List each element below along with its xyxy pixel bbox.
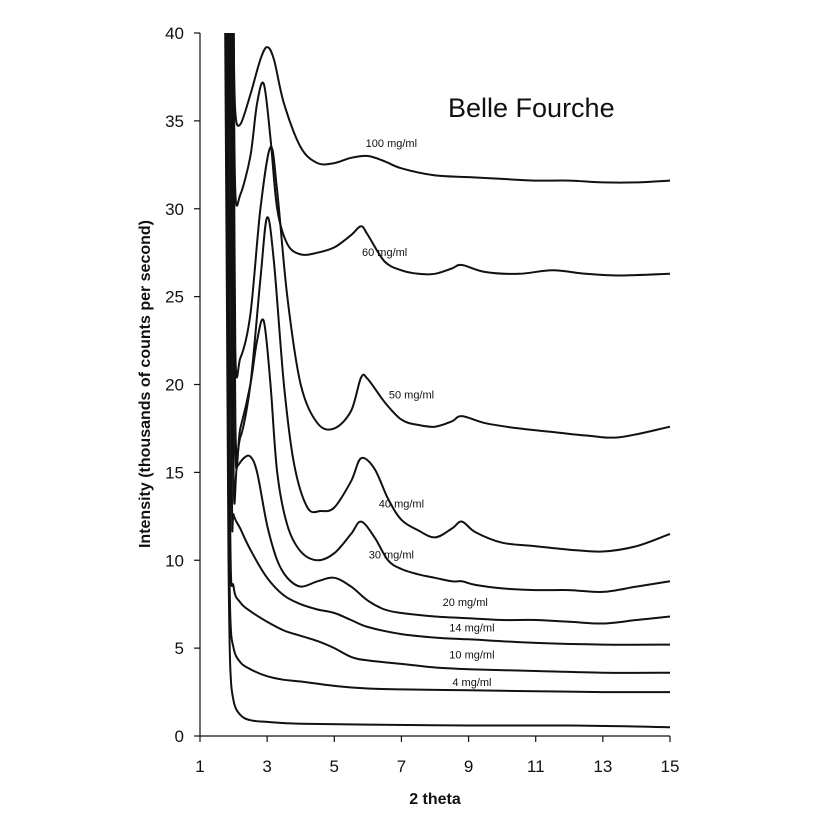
series-line bbox=[230, 32, 671, 625]
y-tick-label: 5 bbox=[175, 639, 184, 658]
x-tick-label: 13 bbox=[593, 757, 612, 776]
y-tick-label: 20 bbox=[165, 376, 184, 395]
curve-label-group: 100 mg/ml 60 mg/ml 50 mg/ml 40 mg/ml 30 mg/m… bbox=[362, 138, 495, 689]
curve-group bbox=[224, 32, 671, 729]
x-tick-label: 3 bbox=[262, 757, 271, 776]
x-tick-label: 11 bbox=[527, 757, 545, 776]
y-tick-label: 30 bbox=[165, 200, 184, 219]
series-line bbox=[225, 32, 671, 694]
y-tick-label: 0 bbox=[175, 727, 184, 746]
y-tick-label: 15 bbox=[165, 463, 184, 482]
curve-label: 100 mg/ml bbox=[366, 138, 417, 150]
x-tick-label: 15 bbox=[661, 757, 680, 776]
series-line bbox=[232, 32, 671, 553]
curve-label: 50 mg/ml bbox=[389, 390, 434, 402]
x-tick-label: 7 bbox=[397, 757, 406, 776]
curve-label: 14 mg/ml bbox=[449, 622, 494, 634]
series-line bbox=[232, 32, 671, 184]
y-axis-title: Intensity (thousands of counts per secon… bbox=[137, 220, 154, 548]
curve-label: 60 mg/ml bbox=[362, 247, 407, 259]
curve-label: 10 mg/ml bbox=[449, 650, 494, 662]
chart-title: Belle Fourche bbox=[448, 93, 615, 123]
y-tick-label: 35 bbox=[165, 112, 184, 131]
series-line bbox=[227, 32, 671, 674]
curve-label: 40 mg/ml bbox=[379, 499, 424, 511]
x-tick-label: 5 bbox=[330, 757, 339, 776]
y-tick-label: 40 bbox=[165, 24, 184, 43]
x-tick-label: 1 bbox=[195, 757, 204, 776]
curve-label: 4 mg/ml bbox=[452, 677, 491, 689]
curve-label: 20 mg/ml bbox=[443, 597, 488, 609]
series-line bbox=[232, 32, 671, 277]
y-tick-label: 10 bbox=[165, 551, 184, 570]
curve-label: 30 mg/ml bbox=[369, 549, 414, 561]
series-line bbox=[229, 32, 671, 646]
x-tick-label: 9 bbox=[464, 757, 473, 776]
y-tick-label: 25 bbox=[165, 288, 184, 307]
series-line bbox=[232, 32, 671, 439]
x-axis-title: 2 theta bbox=[409, 791, 461, 808]
